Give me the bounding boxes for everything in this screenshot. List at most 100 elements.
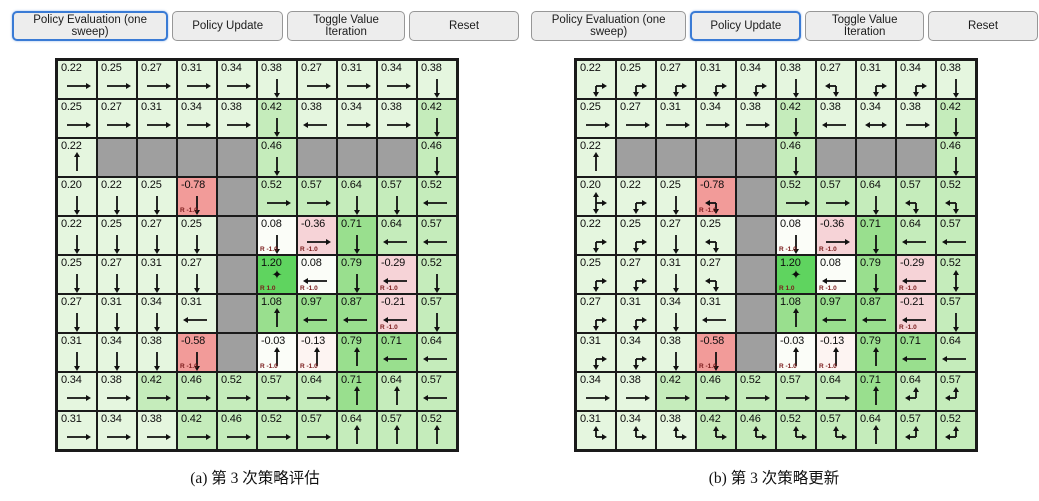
cell-value: 0.42 <box>660 374 681 386</box>
grid-cell-r4c8: 0.64 <box>337 177 377 216</box>
policy-arrow-l-icon <box>820 307 852 333</box>
cell-value: 0.42 <box>141 374 162 386</box>
cell-value: 0.97 <box>301 296 322 308</box>
grid-cell-r1c1: 0.22 <box>57 60 97 99</box>
policy-arrow-ur-icon <box>620 424 652 450</box>
policy-arrow-l-icon <box>421 190 453 216</box>
policy-arrow-r-icon <box>820 190 852 216</box>
policy-arrow-l-icon <box>820 268 852 294</box>
wall-cell <box>217 294 257 333</box>
grid-cell-r7c9: -0.21 R -1.0 <box>377 294 417 333</box>
grid-cell-r4c9: 0.57 <box>896 177 936 216</box>
policy-arrow-d-icon <box>61 190 93 216</box>
grid-cell-r7c6: 1.08 <box>776 294 816 333</box>
policy-arrow-d-icon <box>181 190 213 216</box>
cell-value: 0.79 <box>341 335 362 347</box>
policy-arrow-l-icon <box>301 112 333 138</box>
grid-cell-r2c2: 0.27 <box>97 99 137 138</box>
cell-value: 0.42 <box>940 101 961 113</box>
wall-cell <box>377 138 417 177</box>
policy-arrow-d-icon <box>660 229 692 255</box>
panel-policy-evaluation: Policy Evaluation (one sweep) Policy Upda… <box>0 0 519 488</box>
wall-cell <box>896 138 936 177</box>
reset-button[interactable]: Reset <box>409 11 519 41</box>
policy-arrow-d-icon <box>780 73 812 99</box>
grid-cell-r10c8: 0.64 <box>337 411 377 450</box>
policy-arrow-r-icon <box>181 73 213 99</box>
policy-arrow-lr-icon <box>860 112 892 138</box>
grid-cell-r7c2: 0.31 <box>616 294 656 333</box>
grid-cell-r4c1: 0.20 <box>57 177 97 216</box>
policy-arrow-u-icon <box>860 424 892 450</box>
policy-arrow-u-icon <box>301 346 333 372</box>
policy-evaluation-one-sweep-button[interactable]: Policy Evaluation (one sweep) <box>531 11 687 41</box>
cell-value: -0.29 <box>381 257 406 269</box>
grid-cell-r7c7: 0.97 <box>297 294 337 333</box>
grid-cell-r10c5: 0.46 <box>736 411 776 450</box>
cell-value: 0.64 <box>900 374 921 386</box>
policy-arrow-d-icon <box>141 268 173 294</box>
grid-cell-r3c1: 0.22 <box>576 138 616 177</box>
cell-value: 0.42 <box>700 413 721 425</box>
grid-cell-r2c9: 0.38 <box>896 99 936 138</box>
grid-cell-r4c8: 0.64 <box>856 177 896 216</box>
grid-cell-r5c9: 0.64 <box>896 216 936 255</box>
policy-arrow-r-icon <box>580 385 612 411</box>
policy-arrow-dr-icon <box>580 307 612 333</box>
policy-arrow-ul-icon <box>900 424 932 450</box>
grid-cell-r2c8: 0.34 <box>856 99 896 138</box>
policy-arrow-d-icon <box>341 229 373 255</box>
grid-cell-r5c4: 0.25 <box>177 216 217 255</box>
grid-cell-r4c3: 0.25 <box>656 177 696 216</box>
grid-cell-r5c10: 0.57 <box>417 216 457 255</box>
cell-value: 0.71 <box>341 374 362 386</box>
toggle-value-iteration-button[interactable]: Toggle Value Iteration <box>287 11 405 41</box>
policy-arrow-u-icon <box>381 424 413 450</box>
policy-arrow-l-icon <box>940 346 972 372</box>
grid-cell-r5c6: 0.08 R -1.0 <box>257 216 297 255</box>
reset-button[interactable]: Reset <box>928 11 1038 41</box>
policy-arrow-d-icon <box>780 112 812 138</box>
cell-value: 0.27 <box>580 296 601 308</box>
cell-value: 0.38 <box>381 101 402 113</box>
grid-cell-r2c7: 0.38 <box>297 99 337 138</box>
grid-cell-r7c3: 0.34 <box>137 294 177 333</box>
grid-cell-r10c6: 0.52 <box>776 411 816 450</box>
policy-arrow-d-icon <box>421 307 453 333</box>
grid-cell-r8c6: -0.03 R -1.0 <box>257 333 297 372</box>
cell-value: 0.34 <box>61 374 82 386</box>
cell-value: 0.52 <box>221 374 242 386</box>
cell-value: 0.25 <box>660 179 681 191</box>
policy-evaluation-one-sweep-button[interactable]: Policy Evaluation (one sweep) <box>12 11 169 41</box>
policy-arrow-r-icon <box>820 385 852 411</box>
cell-value: 0.64 <box>860 413 881 425</box>
policy-arrow-urd-icon <box>580 190 612 216</box>
policy-arrow-u-icon <box>61 151 93 177</box>
cell-value: 0.31 <box>700 62 721 74</box>
grid-cell-r2c6: 0.42 <box>257 99 297 138</box>
policy-arrow-ur-icon <box>740 424 772 450</box>
policy-arrow-d-icon <box>101 268 133 294</box>
goal-marker-icon: ✦ <box>790 267 802 282</box>
toggle-value-iteration-button[interactable]: Toggle Value Iteration <box>805 11 924 41</box>
policy-update-button[interactable]: Policy Update <box>690 11 802 41</box>
grid-cell-r9c6: 0.57 <box>257 372 297 411</box>
cell-value: 0.57 <box>780 374 801 386</box>
grid-cell-r2c1: 0.25 <box>576 99 616 138</box>
policy-update-button[interactable]: Policy Update <box>172 11 284 41</box>
cell-value: 0.31 <box>700 296 721 308</box>
cell-value: 0.52 <box>780 179 801 191</box>
policy-arrow-d-icon <box>940 151 972 177</box>
grid-cell-r5c8: 0.71 <box>856 216 896 255</box>
grid-cell-r1c2: 0.25 <box>616 60 656 99</box>
policy-arrow-d-icon <box>141 190 173 216</box>
grid-cell-r5c10: 0.57 <box>936 216 976 255</box>
cell-value: 0.22 <box>580 140 601 152</box>
grid-cell-r1c6: 0.38 <box>257 60 297 99</box>
cell-value: 0.57 <box>940 296 961 308</box>
toolbar-a: Policy Evaluation (one sweep) Policy Upda… <box>12 11 519 41</box>
cell-value: 0.25 <box>580 257 601 269</box>
policy-arrow-ur-icon <box>820 424 852 450</box>
grid-cell-r1c4: 0.31 <box>696 60 736 99</box>
policy-arrow-r-icon <box>221 424 253 450</box>
